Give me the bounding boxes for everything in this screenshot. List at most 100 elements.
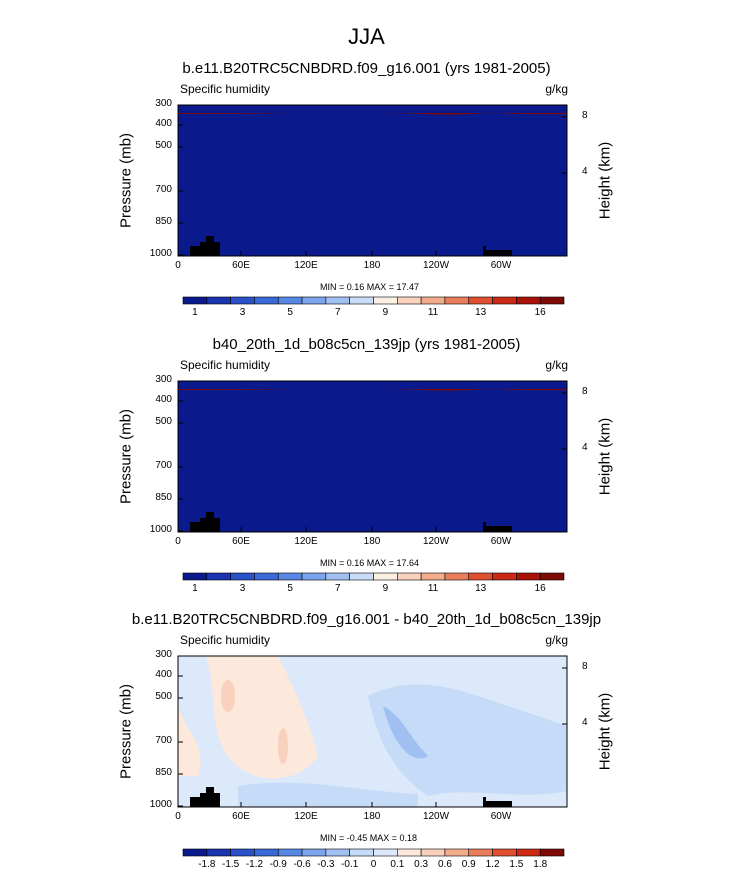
colorbar-swatch xyxy=(230,848,255,857)
colorbar-tick-label: -0.6 xyxy=(293,859,311,870)
pressure-tick-label: 400 xyxy=(155,118,172,129)
colorbar-tick-label: 1 xyxy=(192,307,198,318)
panel-2-left-label: Specific humidity xyxy=(180,358,271,372)
colorbar-swatch xyxy=(492,572,517,581)
contour-level xyxy=(178,112,567,256)
colorbar-swatch xyxy=(492,296,517,305)
colorbar-swatch xyxy=(373,572,398,581)
colorbar-swatch xyxy=(539,848,565,857)
panel-1-colorbar xyxy=(182,296,565,305)
pressure-tick-label: 700 xyxy=(155,460,172,471)
colorbar-swatch xyxy=(444,572,470,581)
colorbar-tick-label: -0.3 xyxy=(317,859,335,870)
lon-tick-label: 60W xyxy=(490,811,512,822)
colorbar-tick-label: 13 xyxy=(475,583,487,594)
lon-tick-label: 120W xyxy=(422,811,450,822)
lon-tick-label: 120W xyxy=(422,260,450,271)
contour-negative-core xyxy=(383,706,428,759)
colorbar-tick-label: 5 xyxy=(287,583,293,594)
colorbar-swatch xyxy=(277,572,303,581)
colorbar-swatch xyxy=(301,572,327,581)
pressure-tick-label: 300 xyxy=(155,374,172,385)
lon-tick-label: 120W xyxy=(422,536,450,547)
lon-tick-label: 120E xyxy=(294,536,318,547)
colorbar-swatch xyxy=(468,848,493,857)
colorbar-tick-label: 0.3 xyxy=(414,859,429,870)
colorbar-swatch xyxy=(397,572,422,581)
panel-3-plot xyxy=(177,655,568,808)
colorbar-swatch xyxy=(373,296,398,305)
colorbar-tick-label: 1.2 xyxy=(485,859,500,870)
colorbar-tick-label: -1.8 xyxy=(198,859,216,870)
contour-level xyxy=(178,388,567,532)
colorbar-tick-label: 0.6 xyxy=(437,859,452,870)
pressure-tick-label: 700 xyxy=(155,184,172,195)
colorbar-swatch xyxy=(468,572,493,581)
colorbar-swatch xyxy=(373,848,398,857)
colorbar-tick-label: 13 xyxy=(475,307,487,318)
panel-2-minmax: MIN = 0.16 MAX = 17.64 xyxy=(320,558,420,568)
pressure-tick-label: 850 xyxy=(155,492,172,503)
topography-mask xyxy=(190,236,220,256)
lon-tick-label: 0 xyxy=(175,260,181,271)
colorbar-tick-label: 1.8 xyxy=(533,859,548,870)
panel-3-colorbar xyxy=(182,848,565,857)
figure-title: JJA xyxy=(348,24,385,49)
colorbar-tick-label: 1.5 xyxy=(509,859,524,870)
panel-2-colorbar xyxy=(182,572,565,581)
colorbar-tick-label: 1 xyxy=(192,583,198,594)
colorbar-swatch xyxy=(182,296,208,305)
contour-negative xyxy=(238,782,418,807)
panel-1-units: g/kg xyxy=(545,82,568,96)
colorbar-swatch xyxy=(325,572,350,581)
colorbar-swatch xyxy=(301,296,327,305)
colorbar-swatch xyxy=(206,572,231,581)
colorbar-swatch xyxy=(325,848,350,857)
lon-tick-label: 180 xyxy=(363,536,381,547)
colorbar-swatch xyxy=(516,572,541,581)
pressure-tick-label: 850 xyxy=(155,767,172,778)
panel-1-plot xyxy=(177,104,568,257)
panel-3-left-label: Specific humidity xyxy=(180,633,271,647)
height-tick-label: 8 xyxy=(582,386,588,397)
colorbar-tick-label: 9 xyxy=(382,307,389,318)
colorbar-swatch xyxy=(492,848,517,857)
pressure-tick-label: 700 xyxy=(155,735,172,746)
colorbar-swatch xyxy=(444,848,470,857)
panel-3-minmax: MIN = -0.45 MAX = 0.18 xyxy=(320,833,418,843)
contour-negative xyxy=(368,684,567,796)
pressure-tick-label: 850 xyxy=(155,216,172,227)
lon-tick-label: 0 xyxy=(175,536,181,547)
colorbar-swatch xyxy=(254,296,279,305)
colorbar-swatch xyxy=(349,296,374,305)
pressure-tick-label: 400 xyxy=(155,394,172,405)
panel-3-title: b.e11.B20TRC5CNBDRD.f09_g16.001 - b40_20… xyxy=(131,611,602,628)
colorbar-swatch xyxy=(397,296,422,305)
topography-mask xyxy=(190,512,220,532)
panel-1-left-label: Specific humidity xyxy=(180,82,271,96)
colorbar-swatch xyxy=(206,296,231,305)
colorbar-tick-label: 0.1 xyxy=(390,859,405,870)
pressure-tick-label: 300 xyxy=(155,98,172,109)
colorbar-tick-label: 0 xyxy=(370,859,377,870)
colorbar-swatch xyxy=(420,572,446,581)
pressure-tick-label: 500 xyxy=(155,691,172,702)
pressure-tick-label: 500 xyxy=(155,416,172,427)
height-tick-label: 8 xyxy=(582,110,588,121)
colorbar-swatch xyxy=(444,296,470,305)
lon-tick-label: 120E xyxy=(294,260,318,271)
panel-1-title: b.e11.B20TRC5CNBDRD.f09_g16.001 (yrs 198… xyxy=(182,60,551,77)
colorbar-tick-label: 9 xyxy=(382,583,389,594)
lon-tick-label: 60E xyxy=(232,536,250,547)
lon-tick-label: 60W xyxy=(490,260,512,271)
colorbar-swatch xyxy=(349,848,374,857)
colorbar-tick-label: 16 xyxy=(534,307,546,318)
colorbar-tick-label: 3 xyxy=(239,307,246,318)
colorbar-swatch xyxy=(230,296,255,305)
lon-tick-label: 60E xyxy=(232,811,250,822)
colorbar-tick-label: 7 xyxy=(335,583,341,594)
colorbar-swatch xyxy=(254,572,279,581)
topography-mask xyxy=(483,797,512,807)
